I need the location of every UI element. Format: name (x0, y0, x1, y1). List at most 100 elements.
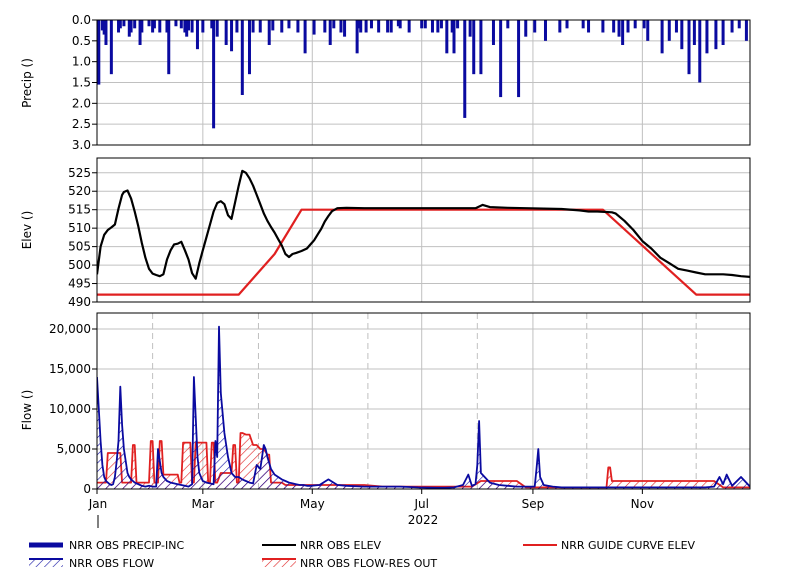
precip-tick-label: 1.0 (72, 55, 91, 69)
precip-bar (491, 20, 495, 45)
month-tick-label: Sep (522, 497, 545, 511)
precip-bar (667, 20, 671, 41)
precip-bar (386, 20, 390, 33)
precip-bar (660, 20, 664, 54)
flow-tick-label: 5,000 (57, 442, 91, 456)
elev-tick-label: 505 (68, 240, 91, 254)
precip-bar (165, 20, 169, 33)
precip-bar (235, 20, 239, 33)
flow-tick-label: 10,000 (49, 402, 91, 416)
precip-frame (96, 19, 751, 146)
precip-bar (601, 20, 605, 33)
elev-tick-label: 500 (68, 258, 91, 272)
precip-bar (430, 20, 434, 33)
legend-label: NRR GUIDE CURVE ELEV (561, 539, 696, 552)
precip-bar (287, 20, 291, 29)
obs-elev-line (97, 169, 750, 280)
legend-label: NRR OBS FLOW-RES OUT (300, 557, 437, 570)
precip-bar (224, 20, 228, 45)
precip-bar (436, 20, 440, 33)
elev-tick-label: 520 (68, 184, 91, 198)
precip-bar (174, 20, 178, 27)
elev-tick-label: 510 (68, 221, 91, 235)
precip-bar (524, 20, 528, 37)
precip-tick-label: 1.5 (72, 76, 91, 90)
precip-bar (158, 20, 162, 33)
precip-bar (201, 20, 205, 33)
precip-bar (674, 20, 678, 33)
precip-bar (296, 20, 300, 33)
precip-bar (109, 20, 113, 75)
precip-tick-label: 2.5 (72, 117, 91, 131)
precip-bar (587, 20, 591, 33)
precip-bar (138, 20, 142, 45)
flow-frame (96, 312, 751, 490)
precip-bar (737, 20, 741, 29)
precip-bar (456, 20, 460, 29)
precip-bar (423, 20, 427, 29)
precip-bar (251, 20, 255, 33)
precip-bar (167, 20, 171, 75)
elev-axis-label: Elev () (20, 211, 34, 250)
precip-bar (377, 20, 381, 33)
month-tick-label: May (300, 497, 325, 511)
precip-bar (517, 20, 521, 98)
precip-bar (117, 20, 121, 33)
precip-bar (147, 20, 151, 27)
precip-bar (247, 20, 251, 75)
precip-bar (621, 20, 625, 45)
elev-tick-label: 490 (68, 295, 91, 309)
precip-bar (543, 20, 547, 41)
precip-bar (215, 20, 219, 37)
precip-tick-label: 0.5 (72, 34, 91, 48)
precip-bar (122, 20, 126, 27)
precip-bar (151, 20, 155, 33)
precip-bar (210, 20, 214, 29)
elev-frame (96, 157, 751, 303)
precip-bar (692, 20, 696, 45)
precip-bar (140, 20, 144, 33)
precip-bar (646, 20, 650, 41)
flow-panel: 0 5,000 10,000 15,000 20,000 Jan Mar May Jul Sep N… (49, 312, 751, 511)
precip-bar (463, 20, 467, 118)
month-tick-label: Jul (413, 497, 428, 511)
legend-item-guide-curve: NRR GUIDE CURVE ELEV (523, 539, 696, 552)
precip-bar (364, 20, 368, 33)
precip-bar (468, 20, 472, 37)
precip-bar (633, 20, 637, 29)
precip-tick-label: 0.0 (72, 13, 91, 27)
elev-lines (97, 169, 750, 296)
precip-bar (97, 20, 101, 85)
precip-bar (271, 20, 275, 31)
precip-bar (472, 20, 476, 75)
precip-bar (687, 20, 691, 75)
precip-bar (499, 20, 503, 98)
elev-tick-label: 525 (68, 166, 91, 180)
precip-tick-label: 2.0 (72, 96, 91, 110)
precip-bar (267, 20, 271, 45)
precip-bar (396, 20, 400, 27)
elev-tick-label: 515 (68, 203, 91, 217)
elev-panel: 490 495 500 505 510 515 520 525 (68, 157, 751, 309)
precip-bar (258, 20, 262, 33)
precip-bar (506, 20, 510, 29)
legend-item-elev: NRR OBS ELEV (262, 539, 382, 552)
flow-tick-label: 15,000 (49, 362, 91, 376)
precip-bar (581, 20, 585, 29)
precip-bar (104, 20, 108, 45)
legend-label: NRR OBS PRECIP-INC (69, 539, 184, 552)
precip-bar (445, 20, 449, 54)
flow-areas (97, 325, 750, 489)
precip-axis-label: Precip () (20, 58, 34, 108)
precip-bar (102, 20, 106, 35)
precip-bar (744, 20, 748, 41)
precip-bar (698, 20, 702, 83)
precip-bar (100, 20, 104, 31)
precip-bar (328, 20, 332, 45)
precip-bar (323, 20, 327, 33)
precip-bar (705, 20, 709, 54)
legend-label: NRR OBS ELEV (300, 539, 382, 552)
precip-bar (369, 20, 373, 29)
precip-bar (617, 20, 621, 37)
